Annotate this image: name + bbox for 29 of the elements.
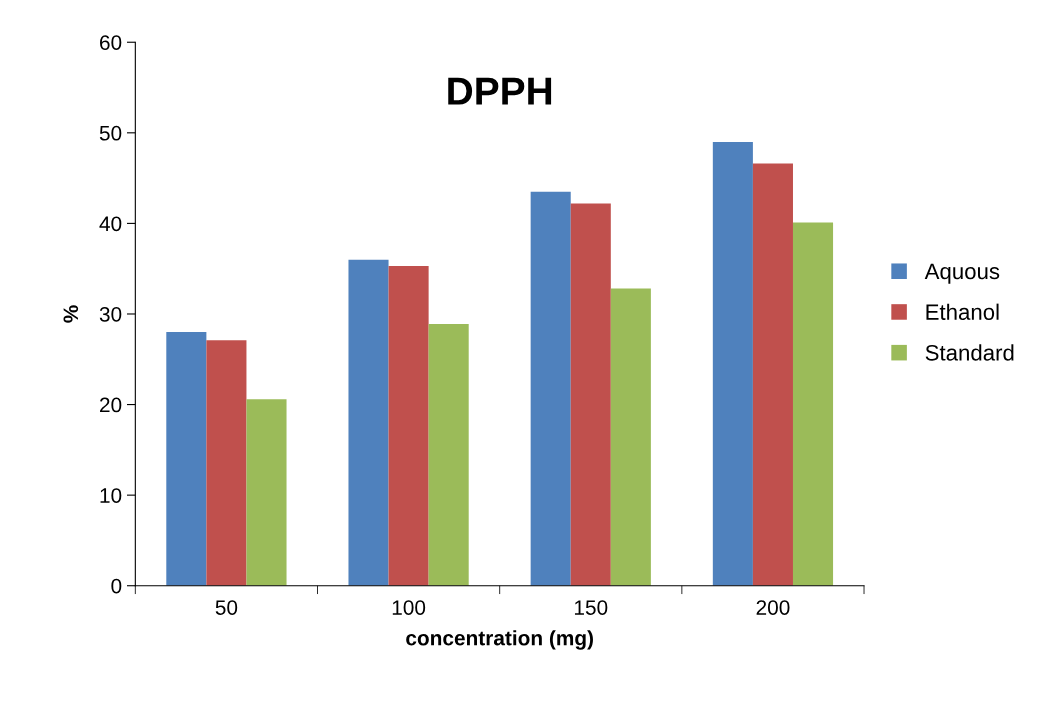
bar	[752, 163, 793, 586]
bar	[166, 332, 207, 586]
x-tick-label: 150	[574, 600, 608, 615]
y-tick-label: 60	[100, 35, 122, 50]
y-tick-label: 50	[99, 125, 122, 141]
bar	[610, 288, 651, 586]
bar	[206, 340, 247, 586]
y-tick-label: 30	[99, 306, 122, 322]
text: DPPH	[448, 77, 552, 105]
y-tick-label: 20	[100, 397, 122, 413]
bar	[712, 141, 753, 586]
bar	[246, 399, 287, 586]
legend-label: Standard	[925, 344, 1014, 361]
y-tick-label: 0	[111, 578, 122, 594]
legend-label: Ethanol	[926, 303, 999, 320]
bar	[428, 323, 469, 586]
bar	[792, 222, 834, 586]
x-tick-label: 100	[392, 600, 426, 615]
x-tick-label: 50	[215, 600, 238, 615]
bar	[530, 191, 571, 586]
legend-label: Aquous	[924, 263, 1000, 284]
y-tick-label: 40	[99, 216, 122, 232]
x-tick-label: 200	[756, 600, 790, 615]
x-axis-title: concentration (mg)	[406, 630, 593, 650]
bar	[388, 265, 429, 586]
y-tick-label: 10	[100, 488, 122, 503]
bar	[570, 203, 611, 586]
y-axis-title: %	[63, 305, 79, 323]
bar	[348, 259, 389, 586]
